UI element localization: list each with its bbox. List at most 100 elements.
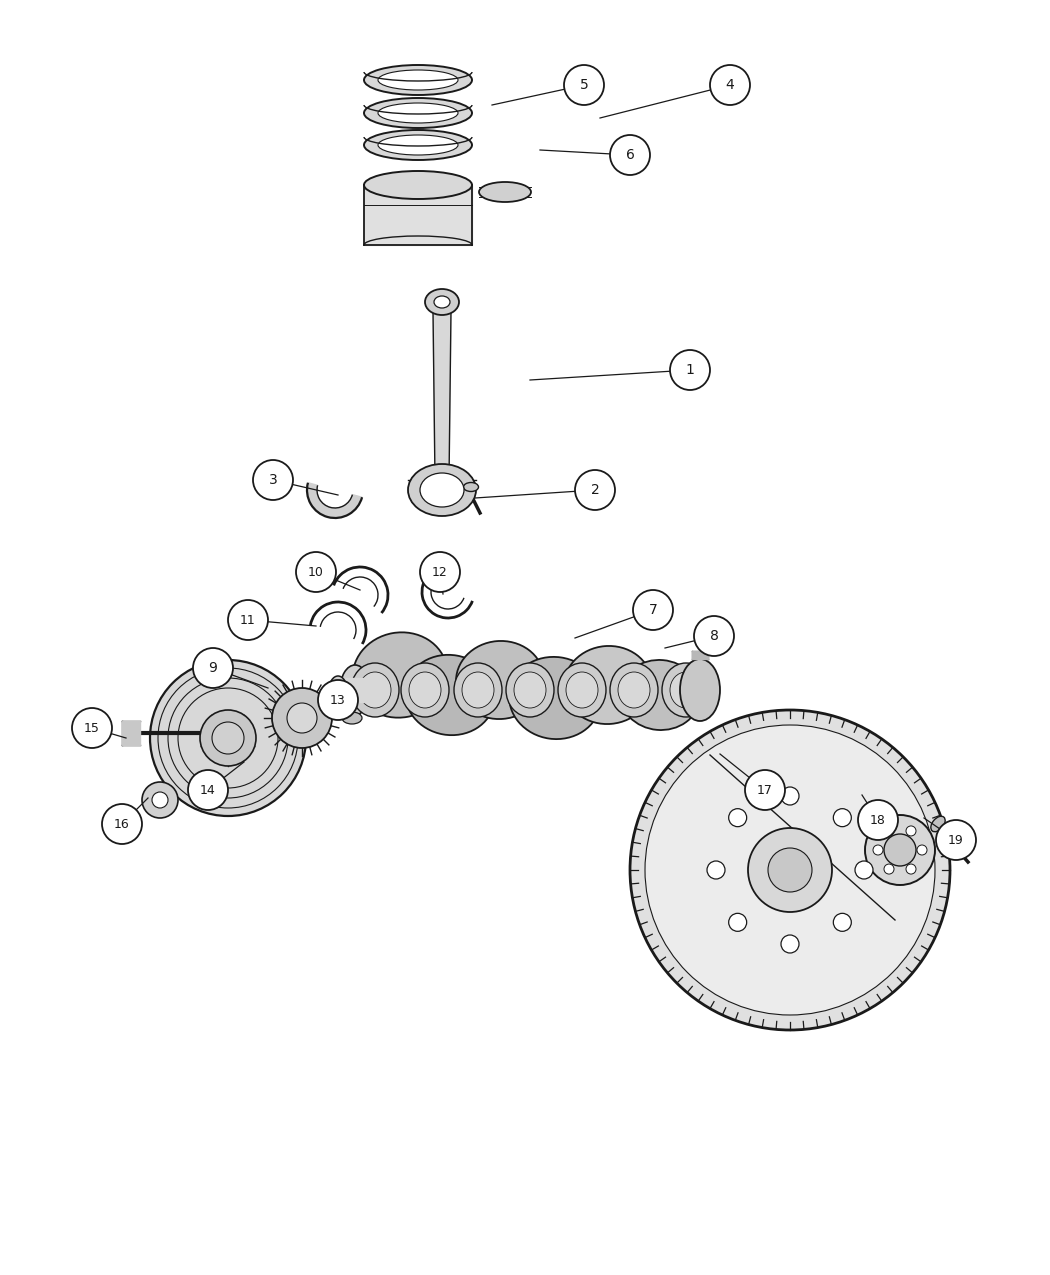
Circle shape: [670, 351, 710, 390]
Ellipse shape: [401, 663, 449, 717]
Text: 8: 8: [710, 629, 718, 643]
Text: 19: 19: [948, 834, 964, 847]
Ellipse shape: [378, 135, 458, 156]
Circle shape: [610, 135, 650, 175]
Circle shape: [884, 864, 894, 875]
Circle shape: [102, 805, 142, 844]
Ellipse shape: [378, 70, 458, 91]
Ellipse shape: [456, 641, 544, 719]
Ellipse shape: [680, 659, 720, 720]
Ellipse shape: [359, 672, 391, 708]
Circle shape: [748, 827, 832, 912]
Text: 11: 11: [240, 613, 256, 626]
Circle shape: [142, 782, 178, 819]
Ellipse shape: [931, 816, 945, 831]
Circle shape: [834, 808, 852, 826]
Text: 10: 10: [308, 566, 324, 579]
Polygon shape: [350, 674, 710, 705]
Circle shape: [834, 913, 852, 931]
Circle shape: [272, 688, 332, 748]
Circle shape: [936, 820, 977, 861]
Text: 15: 15: [84, 722, 100, 734]
Circle shape: [200, 710, 256, 766]
Circle shape: [633, 590, 673, 630]
Circle shape: [152, 792, 168, 808]
Ellipse shape: [364, 130, 472, 159]
Circle shape: [858, 799, 898, 840]
Text: 5: 5: [580, 78, 588, 92]
Circle shape: [729, 913, 747, 931]
Text: 16: 16: [114, 817, 130, 830]
Ellipse shape: [662, 663, 710, 717]
Text: 12: 12: [433, 566, 448, 579]
Text: 3: 3: [269, 473, 277, 487]
Ellipse shape: [351, 663, 399, 717]
Circle shape: [855, 861, 873, 878]
Circle shape: [884, 834, 916, 866]
Polygon shape: [307, 483, 362, 518]
Circle shape: [710, 65, 750, 105]
Text: 13: 13: [330, 694, 345, 706]
Polygon shape: [335, 678, 365, 703]
Polygon shape: [122, 720, 140, 745]
Ellipse shape: [566, 672, 598, 708]
Circle shape: [906, 826, 916, 836]
Circle shape: [564, 65, 604, 105]
Ellipse shape: [378, 103, 458, 122]
Circle shape: [729, 808, 747, 826]
Ellipse shape: [342, 711, 362, 724]
Text: 14: 14: [201, 784, 216, 797]
Ellipse shape: [621, 660, 700, 731]
Circle shape: [420, 552, 460, 592]
Circle shape: [253, 460, 293, 500]
Text: 18: 18: [870, 813, 886, 826]
Ellipse shape: [410, 672, 441, 708]
Ellipse shape: [454, 663, 502, 717]
Ellipse shape: [564, 646, 652, 724]
Circle shape: [768, 848, 812, 892]
Ellipse shape: [364, 65, 472, 96]
Ellipse shape: [364, 171, 472, 199]
Circle shape: [707, 861, 724, 878]
Circle shape: [228, 601, 268, 640]
Ellipse shape: [479, 182, 531, 201]
Ellipse shape: [462, 672, 493, 708]
Ellipse shape: [610, 663, 658, 717]
Circle shape: [630, 710, 950, 1030]
Ellipse shape: [509, 657, 601, 739]
Ellipse shape: [405, 655, 495, 736]
Text: 4: 4: [726, 78, 734, 92]
Circle shape: [188, 770, 228, 810]
Circle shape: [645, 725, 934, 1015]
Text: 6: 6: [626, 148, 634, 162]
Circle shape: [906, 864, 916, 875]
Circle shape: [917, 845, 927, 856]
Circle shape: [865, 815, 934, 885]
Ellipse shape: [434, 296, 450, 309]
Text: 7: 7: [649, 603, 657, 617]
Ellipse shape: [506, 663, 554, 717]
Circle shape: [72, 708, 112, 748]
Ellipse shape: [420, 473, 464, 507]
Text: 2: 2: [590, 483, 600, 497]
Text: 17: 17: [757, 784, 773, 797]
Ellipse shape: [514, 672, 546, 708]
Circle shape: [781, 787, 799, 805]
Ellipse shape: [558, 663, 606, 717]
Circle shape: [318, 680, 358, 720]
Circle shape: [873, 845, 883, 856]
Ellipse shape: [364, 98, 472, 128]
Polygon shape: [692, 652, 708, 659]
Circle shape: [212, 722, 244, 754]
Ellipse shape: [340, 666, 370, 715]
Polygon shape: [364, 185, 472, 245]
Circle shape: [575, 470, 615, 510]
Ellipse shape: [329, 676, 346, 704]
Circle shape: [746, 770, 785, 810]
Ellipse shape: [670, 672, 702, 708]
Text: 9: 9: [209, 660, 217, 674]
Ellipse shape: [618, 672, 650, 708]
Text: 1: 1: [686, 363, 694, 377]
Circle shape: [884, 826, 894, 836]
Ellipse shape: [463, 482, 479, 491]
